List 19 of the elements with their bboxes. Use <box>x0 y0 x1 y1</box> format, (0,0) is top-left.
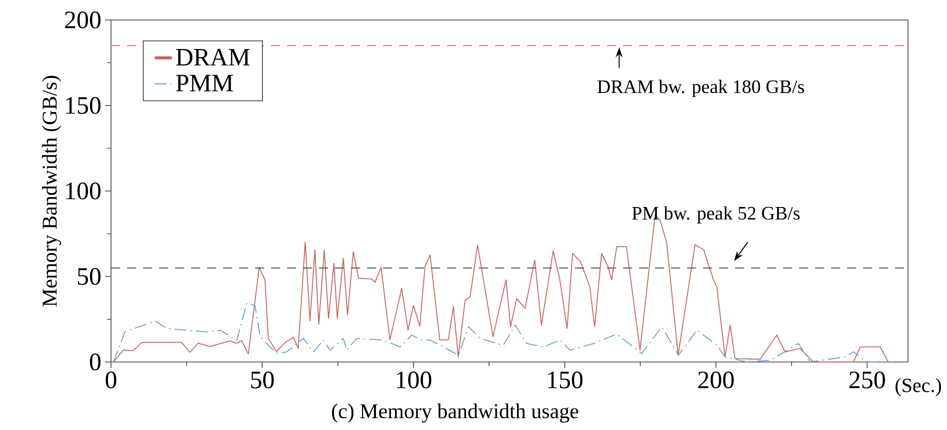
y-tick-label: 0 <box>90 354 101 370</box>
text: (c) Memory bandwidth usage <box>332 404 578 423</box>
ref-line-label: DRAM bw. peak 180 GB/s <box>597 80 804 98</box>
y-tick-label: 150 <box>66 97 101 114</box>
x-tick-label: 0 <box>106 372 116 388</box>
legend-label: PMM <box>176 74 233 92</box>
y-tick-label: 200 <box>65 12 101 28</box>
x-tick-label: 200 <box>698 372 734 388</box>
x-tick-label: 50 <box>251 372 274 388</box>
y-tick-label: 50 <box>78 268 101 285</box>
line-series <box>112 302 889 362</box>
legend-label: DRAM <box>176 48 250 66</box>
y-axis-title: Memory Bandwidth (GB/s) <box>42 76 62 306</box>
x-tick-label: 100 <box>396 372 432 388</box>
x-axis-title: (Sec.) <box>896 378 942 396</box>
y-tick-label: 100 <box>66 182 101 200</box>
ref-line-label: PM bw. peak 52 GB/s <box>632 206 800 224</box>
x-tick-label: 150 <box>548 372 582 388</box>
x-tick-label: 250 <box>850 372 885 388</box>
